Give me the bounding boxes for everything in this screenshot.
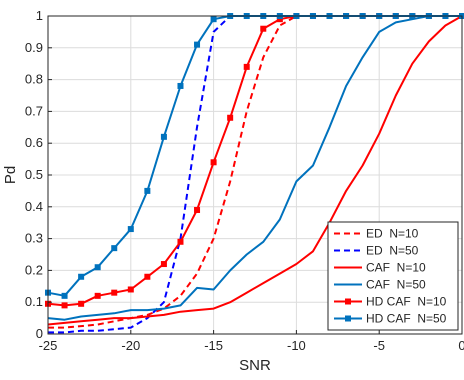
- legend-box: [327, 221, 459, 331]
- series-6-marker: [210, 16, 217, 23]
- x-tick-label: 0: [458, 338, 464, 353]
- x-axis-title: SNR: [239, 357, 271, 374]
- y-tick-label: 0.8: [25, 72, 43, 87]
- y-tick-label: 0.5: [25, 167, 43, 182]
- legend-label-2: ED N=50: [366, 244, 419, 258]
- series-5-marker: [127, 286, 134, 293]
- series-line-4: [47, 15, 462, 321]
- series-5-marker: [61, 302, 68, 309]
- series-6-marker: [127, 226, 134, 233]
- x-tick-label: -20: [121, 338, 140, 353]
- series-5-marker: [111, 289, 118, 296]
- legend-label-3: CAF N=10: [366, 261, 426, 275]
- x-tick-label: -5: [373, 338, 385, 353]
- legend-marker-5: [345, 298, 351, 305]
- series-5-marker: [94, 292, 101, 299]
- legend-label-1: ED N=10: [366, 227, 419, 241]
- legend: ED N=10 ED N=50 CAF N=10 CAF N=50 HD CAF N=1…: [327, 221, 459, 331]
- series-5-marker: [227, 114, 234, 121]
- legend-marker-6: [345, 315, 351, 322]
- series-line-3: [47, 15, 463, 326]
- legend-label-5: HD CAF N=10: [366, 295, 447, 309]
- y-axis-title: Pd: [2, 166, 19, 184]
- series-5-marker: [260, 25, 267, 32]
- y-tick-label: 0.4: [25, 199, 43, 214]
- series-5-marker: [210, 159, 217, 166]
- series-6-marker: [78, 273, 85, 280]
- y-tick-label: 0.3: [25, 231, 43, 246]
- y-tick-label: 1: [36, 8, 43, 23]
- series-6-marker: [177, 82, 184, 89]
- series-5-marker: [194, 206, 201, 213]
- y-tick-label: 0.2: [25, 262, 43, 277]
- legend-label-4: CAF N=50: [366, 278, 426, 292]
- y-tick-label: 0: [36, 326, 43, 341]
- series-5-marker: [276, 16, 283, 23]
- x-tick-label: -25: [39, 338, 58, 353]
- y-tick-label: 0.7: [25, 103, 43, 118]
- y-tick-label: 0.6: [25, 135, 43, 150]
- series-5-marker: [243, 63, 250, 70]
- series-6-marker: [111, 245, 118, 252]
- x-tick-label: -10: [287, 338, 306, 353]
- series-6-marker: [144, 187, 151, 194]
- y-tick-label: 0.9: [25, 40, 43, 55]
- x-tick-label: -15: [204, 338, 223, 353]
- series-6-marker: [194, 41, 201, 48]
- series-6-marker: [61, 292, 68, 299]
- series-6-marker: [160, 133, 167, 140]
- series-5-marker: [78, 300, 85, 307]
- series-5-marker: [177, 238, 184, 245]
- series-6-marker: [94, 264, 101, 271]
- ticks-group: -25 -20 -15 -10 -5 0 0 0.1 0.2 0.3 0.4 0.5 0.6 0.7 0.8…: [25, 8, 464, 353]
- series-5-marker: [160, 261, 167, 268]
- y-tick-label: 0.1: [25, 294, 43, 309]
- legend-label-6: HD CAF N=50: [366, 312, 447, 326]
- series-5-marker: [144, 273, 151, 280]
